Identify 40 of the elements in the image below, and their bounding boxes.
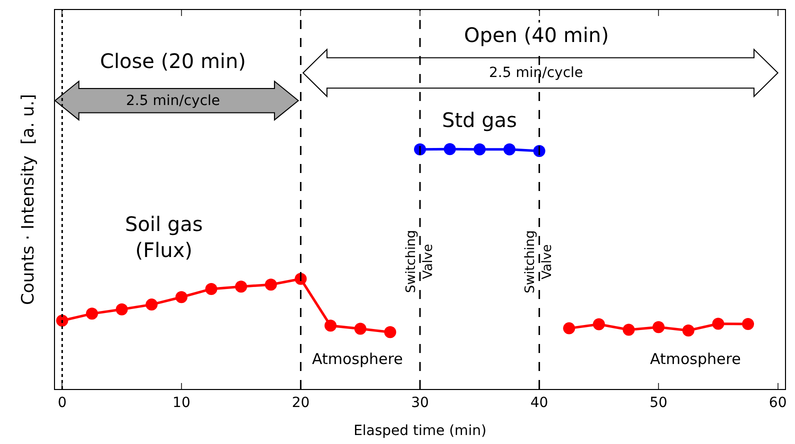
point [146, 298, 158, 311]
point [682, 324, 694, 336]
x-tick-label: 30 [411, 394, 429, 411]
ref-line-label: Switching Valve [404, 230, 436, 294]
point [712, 318, 724, 330]
point [324, 320, 337, 332]
x-tick-label: 40 [530, 394, 548, 411]
point [652, 321, 665, 334]
text: Open (40 min) [464, 23, 609, 47]
text: 2.5 min/cycle [489, 65, 584, 81]
x-tick-label: 20 [292, 394, 310, 411]
ref-line-label: Switching Valve [523, 230, 556, 294]
y-axis-title: Counts · Intensity [a. u.] [18, 94, 39, 306]
point [742, 318, 754, 330]
point [503, 143, 516, 156]
point [205, 282, 218, 295]
point [444, 143, 456, 156]
point [622, 324, 635, 336]
point [116, 303, 128, 316]
text: 2.5 min/cycle [126, 93, 220, 109]
x-tick-label: 10 [172, 394, 190, 411]
text: Std gas [442, 108, 517, 132]
annotation: Atmosphere [650, 350, 741, 368]
annotation: Atmosphere [312, 350, 403, 368]
point [264, 278, 277, 291]
annotation: Soil gas (Flux) [125, 212, 203, 262]
point [354, 322, 366, 335]
x-tick-label: 60 [768, 394, 787, 411]
point [86, 308, 98, 320]
point [384, 326, 396, 338]
text: Close (20 min) [100, 49, 246, 73]
point [235, 280, 248, 293]
x-axis-title: Elasped time (min) [354, 423, 486, 440]
x-tick-label: 50 [650, 394, 668, 411]
point [592, 318, 605, 330]
point [56, 314, 68, 327]
x-tick-label: 0 [58, 394, 67, 411]
point [563, 322, 576, 334]
point [474, 143, 486, 156]
point [175, 291, 188, 304]
